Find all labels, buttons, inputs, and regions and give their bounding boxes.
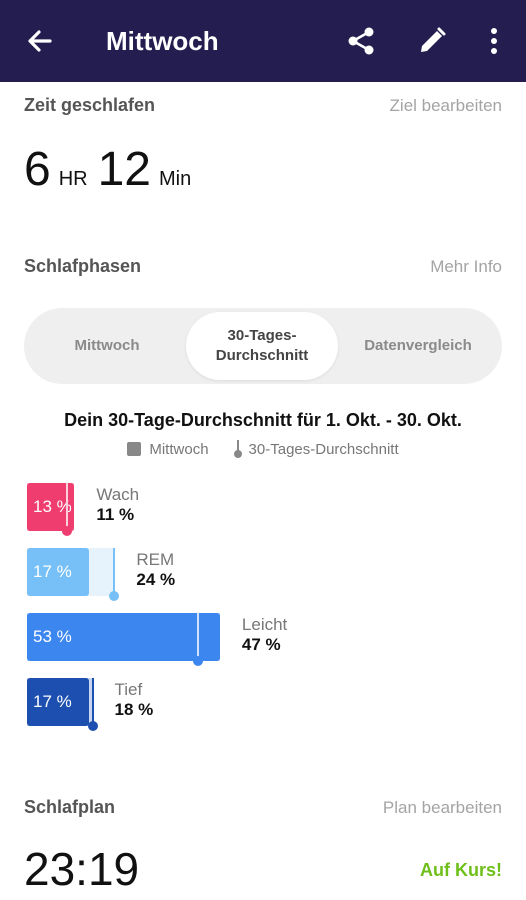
stage-name: Tief bbox=[114, 680, 143, 699]
sleep-hours-unit: HR bbox=[58, 168, 88, 190]
sleep-time-heading: Zeit geschlafen bbox=[24, 95, 156, 115]
legend-average-label: 30-Tages-Durchschnitt bbox=[248, 440, 399, 458]
legend-average-marker-icon bbox=[233, 440, 243, 458]
stage-day-bar: 17 % bbox=[27, 548, 89, 596]
stage-day-bar: 17 % bbox=[27, 678, 89, 726]
more-vert-icon bbox=[491, 28, 497, 54]
more-options-button[interactable] bbox=[478, 25, 510, 57]
stage-average-marker bbox=[66, 483, 69, 531]
chart-legend: Mittwoch 30-Tages-Durchschnitt bbox=[0, 440, 526, 458]
stage-average-dot bbox=[193, 656, 204, 666]
sleep-minutes: 12 bbox=[97, 143, 151, 196]
share-icon bbox=[348, 27, 374, 55]
stage-average-dot bbox=[62, 526, 73, 536]
tab-30-day-average[interactable]: 30-Tages- Durchschnitt bbox=[186, 312, 338, 380]
stage-average-marker bbox=[113, 548, 116, 596]
stage-day-bar: 53 % bbox=[27, 613, 220, 661]
app-bar: Mittwoch bbox=[0, 0, 526, 82]
tab-comparison[interactable]: Datenvergleich bbox=[364, 337, 472, 354]
legend-day-label: Mittwoch bbox=[149, 440, 209, 458]
more-info-link[interactable]: Mehr Info bbox=[430, 257, 502, 276]
stage-name: Wach bbox=[96, 485, 140, 504]
sleep-hours: 6 bbox=[24, 143, 51, 196]
edit-goal-link[interactable]: Ziel bearbeiten bbox=[389, 96, 502, 115]
stage-average-percent: 47 % bbox=[241, 635, 281, 654]
stage-name: Leicht bbox=[241, 615, 288, 634]
legend-day-swatch bbox=[127, 442, 142, 456]
back-button[interactable] bbox=[24, 25, 56, 57]
phases-view-switcher: Mittwoch 30-Tages- Durchschnitt Datenver… bbox=[24, 308, 502, 384]
stage-average-dot bbox=[109, 591, 120, 601]
stage-average-dot bbox=[87, 721, 98, 731]
plan-status: Auf Kurs! bbox=[420, 860, 502, 880]
stage-average-marker bbox=[197, 613, 200, 661]
page-title: Mittwoch bbox=[106, 26, 219, 56]
stage-average-percent: 11 % bbox=[96, 505, 135, 524]
share-button[interactable] bbox=[345, 25, 377, 57]
sleep-duration: 6 HR 12 Min bbox=[24, 142, 201, 198]
stage-name: REM bbox=[136, 550, 175, 569]
plan-bedtime: 23:19 bbox=[24, 843, 140, 895]
arrow-left-icon bbox=[28, 30, 52, 52]
stage-average-percent: 18 % bbox=[114, 700, 154, 719]
average-title: Dein 30-Tage-Durchschnitt für 1. Okt. - … bbox=[64, 410, 462, 430]
sleep-phases-heading: Schlafphasen bbox=[24, 256, 142, 276]
tab-day[interactable]: Mittwoch bbox=[74, 337, 140, 354]
sleep-minutes-unit: Min bbox=[158, 168, 192, 190]
edit-button[interactable] bbox=[416, 25, 448, 57]
edit-plan-link[interactable]: Plan bearbeiten bbox=[382, 798, 502, 817]
stage-average-percent: 24 % bbox=[136, 570, 176, 589]
stage-average-marker bbox=[91, 678, 94, 726]
sleep-plan-heading: Schlafplan bbox=[24, 797, 116, 817]
pencil-icon bbox=[421, 27, 446, 52]
